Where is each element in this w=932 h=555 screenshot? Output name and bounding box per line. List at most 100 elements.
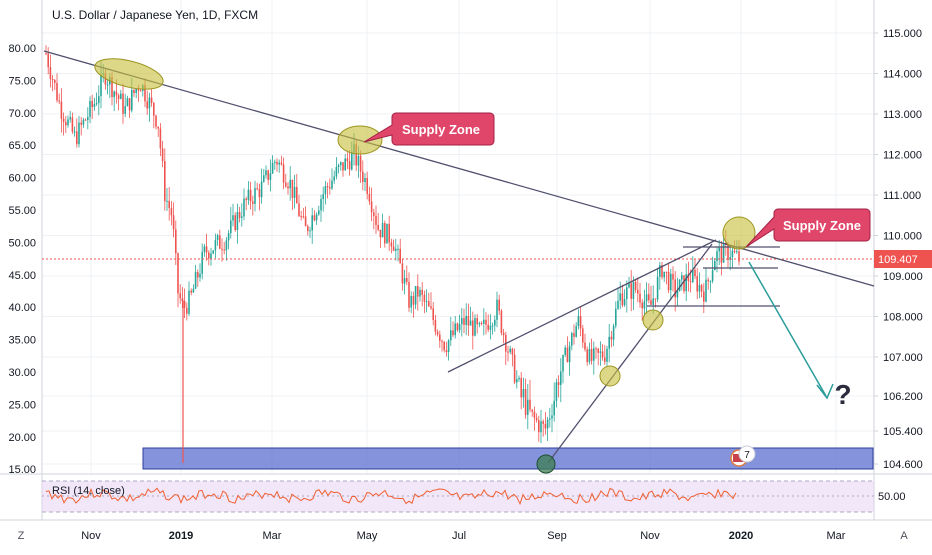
candle-body bbox=[568, 345, 571, 363]
supply-zone-label-1: Supply Zone bbox=[402, 122, 480, 137]
highlight-ellipse-4[interactable] bbox=[599, 365, 621, 387]
candle-body bbox=[674, 279, 676, 298]
candle-body bbox=[333, 176, 335, 181]
candle-body bbox=[621, 293, 624, 306]
candle-body bbox=[469, 320, 472, 326]
time-axis[interactable]: Nov 2019 Mar May Jul Sep Nov 2020 Mar bbox=[81, 530, 846, 542]
candle-body bbox=[194, 272, 197, 289]
right-price-axis[interactable]: 115.000 114.000 113.000 112.000 111.000 110.0… bbox=[874, 28, 923, 471]
candle-body bbox=[280, 162, 283, 165]
events-badge[interactable]: 7 bbox=[730, 445, 756, 467]
candle-body bbox=[155, 115, 157, 127]
candle-body bbox=[584, 342, 586, 350]
candle-body bbox=[95, 103, 98, 105]
supply-zone-callout-2[interactable] bbox=[745, 208, 871, 248]
candle-body bbox=[161, 148, 164, 162]
candle-body bbox=[153, 102, 155, 116]
candle-body bbox=[205, 246, 208, 253]
candle-body bbox=[544, 423, 547, 429]
candle-body bbox=[634, 281, 637, 290]
candle-body bbox=[516, 379, 518, 383]
candle-body bbox=[203, 246, 206, 252]
candle-body bbox=[518, 377, 520, 380]
candle-body bbox=[694, 269, 696, 277]
candle-body bbox=[707, 279, 709, 282]
candle-body bbox=[590, 348, 593, 361]
candle-body bbox=[291, 179, 294, 198]
candle-body bbox=[80, 122, 82, 125]
candle-body bbox=[500, 310, 503, 333]
event-count-bubble bbox=[738, 445, 756, 463]
wedge-lower-line[interactable] bbox=[547, 243, 713, 464]
candle-body bbox=[324, 186, 327, 195]
candle-body bbox=[623, 299, 626, 306]
candle-body bbox=[278, 162, 280, 165]
right-tick-label: 109.000 bbox=[883, 271, 923, 283]
candle-body bbox=[49, 67, 52, 80]
projection-arrow-head bbox=[816, 383, 834, 400]
candle-body bbox=[670, 273, 672, 291]
zoom-button[interactable]: Z bbox=[18, 530, 25, 542]
candle-body bbox=[276, 161, 278, 165]
left-tick-label: 15.00 bbox=[8, 464, 36, 476]
candle-body bbox=[346, 158, 349, 162]
auto-scale-button[interactable]: A bbox=[900, 530, 908, 542]
candle-body bbox=[357, 155, 360, 166]
supply-zone-callout-1[interactable] bbox=[363, 112, 495, 146]
candle-body bbox=[208, 252, 210, 259]
highlight-ellipse-1[interactable] bbox=[92, 53, 166, 95]
candle-body bbox=[329, 187, 331, 189]
candle-body bbox=[414, 286, 417, 305]
candle-body bbox=[436, 331, 439, 335]
candle-body bbox=[410, 296, 412, 308]
candle-body bbox=[610, 336, 613, 340]
right-tick-label: 112.000 bbox=[883, 150, 922, 162]
right-tick-label: 104.600 bbox=[883, 459, 923, 471]
candle-body bbox=[458, 324, 461, 331]
candle-body bbox=[716, 251, 718, 261]
low-point-ellipse[interactable] bbox=[536, 454, 556, 474]
candle-body bbox=[560, 371, 562, 385]
candle-body bbox=[619, 293, 621, 301]
candle-body bbox=[586, 349, 588, 362]
supply-zone-label-2: Supply Zone bbox=[783, 218, 861, 233]
candle-body bbox=[69, 117, 71, 120]
candle-body bbox=[183, 300, 186, 308]
left-axis[interactable]: 80.00 75.00 70.00 65.00 60.00 55.00 50.00 45.00… bbox=[8, 43, 36, 476]
candle-body bbox=[219, 235, 221, 249]
candle-body bbox=[267, 170, 269, 180]
left-tick-label: 60.00 bbox=[8, 173, 36, 185]
projection-arrow-line[interactable] bbox=[748, 261, 827, 397]
candle-body bbox=[434, 320, 437, 332]
candle-body bbox=[549, 418, 551, 420]
candle-body bbox=[265, 170, 267, 176]
candle-body bbox=[186, 307, 188, 314]
candle-body bbox=[562, 354, 564, 372]
highlight-ellipse-3[interactable] bbox=[722, 216, 756, 250]
candle-body bbox=[87, 116, 89, 121]
time-tick-label: Sep bbox=[547, 530, 567, 542]
candle-body bbox=[168, 200, 170, 209]
candle-body bbox=[82, 119, 85, 125]
candle-body bbox=[689, 281, 692, 283]
candle-body bbox=[461, 318, 463, 325]
candle-body bbox=[659, 265, 661, 277]
candle-body bbox=[148, 97, 151, 109]
candle-body bbox=[628, 283, 630, 288]
candle-body bbox=[645, 294, 648, 302]
candle-body bbox=[232, 215, 234, 221]
candle-body bbox=[718, 247, 720, 252]
candle-body bbox=[373, 212, 375, 216]
support-zone-rect[interactable] bbox=[142, 447, 874, 470]
candle-body bbox=[447, 340, 450, 353]
candle-body bbox=[302, 216, 305, 218]
highlight-ellipse-2[interactable] bbox=[337, 125, 383, 155]
highlight-ellipse-5[interactable] bbox=[642, 309, 664, 331]
candle-body bbox=[736, 251, 738, 253]
candle-body bbox=[216, 235, 219, 241]
candle-body bbox=[412, 296, 415, 305]
wedge-upper-line[interactable] bbox=[447, 239, 717, 373]
candle-body bbox=[564, 347, 566, 355]
candle-body bbox=[337, 165, 340, 168]
